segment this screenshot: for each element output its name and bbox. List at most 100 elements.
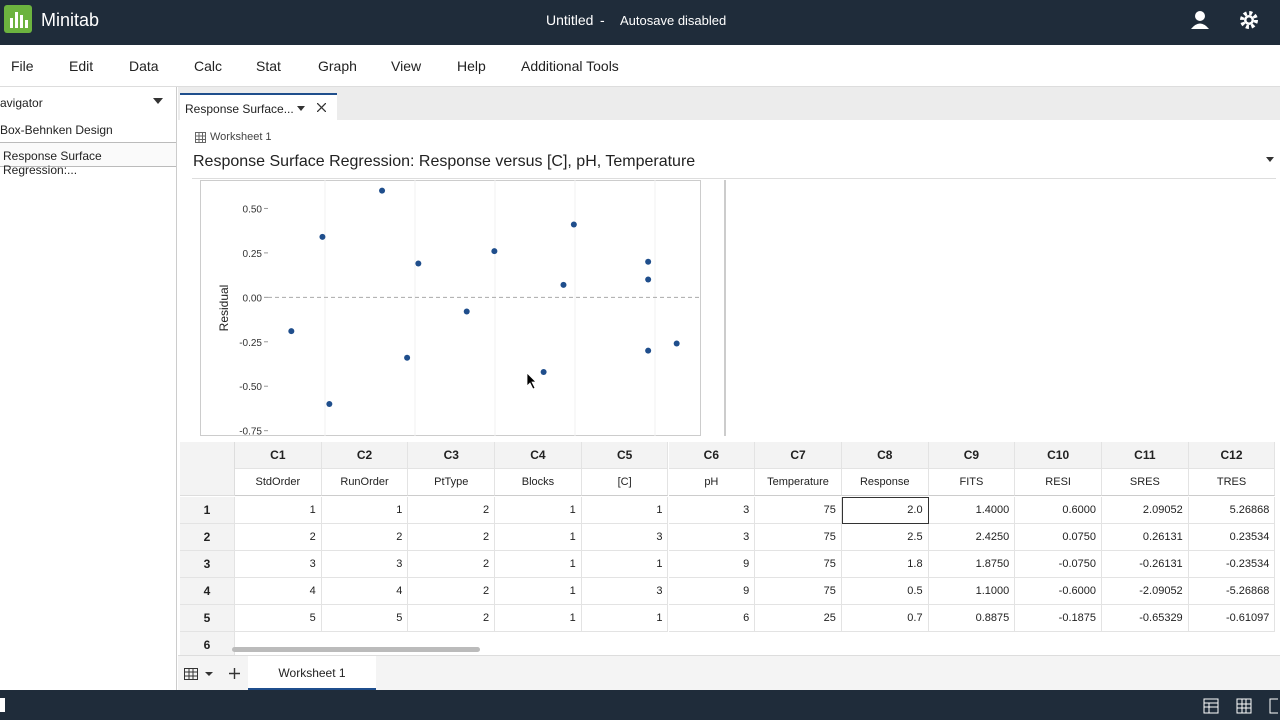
row-header[interactable]: 4 [180, 578, 235, 605]
column-name[interactable]: FITS [928, 469, 1016, 496]
table-cell[interactable]: 0.26131 [1102, 524, 1189, 551]
table-cell[interactable]: 1 [581, 605, 669, 632]
table-cell[interactable]: 1 [235, 497, 322, 524]
row-header[interactable]: 2 [180, 524, 235, 551]
navigator-item[interactable]: Response Surface Regression:... [3, 149, 102, 177]
table-cell[interactable]: 0.8875 [928, 605, 1016, 632]
column-header[interactable]: C9 [928, 442, 1016, 469]
table-cell[interactable]: 2 [408, 497, 496, 524]
horizontal-scrollbar[interactable] [232, 647, 480, 652]
table-cell[interactable]: 3 [581, 578, 669, 605]
menu-item[interactable]: Stat [256, 58, 281, 74]
tab-label[interactable]: Response Surface... [185, 102, 294, 116]
table-cell[interactable]: 3 [581, 524, 669, 551]
column-header[interactable]: C3 [408, 442, 496, 469]
table-cell[interactable]: -2.09052 [1102, 578, 1189, 605]
table-cell[interactable]: 1 [581, 551, 669, 578]
table-cell[interactable]: 75 [755, 524, 842, 551]
column-header[interactable]: C8 [841, 442, 929, 469]
table-cell[interactable]: 3 [321, 551, 409, 578]
column-name[interactable]: pH [668, 469, 756, 496]
column-name[interactable]: Temperature [755, 469, 842, 496]
table-cell[interactable]: 25 [755, 605, 842, 632]
column-header[interactable]: C4 [495, 442, 582, 469]
column-name[interactable]: TRES [1188, 469, 1276, 496]
table-cell[interactable]: -0.23534 [1188, 551, 1276, 578]
dropdown-icon[interactable] [153, 98, 163, 104]
table-cell[interactable]: 1.8 [841, 551, 929, 578]
table-cell[interactable]: 1 [495, 524, 582, 551]
table-cell[interactable]: -5.26868 [1188, 578, 1276, 605]
column-header[interactable]: C6 [668, 442, 756, 469]
column-name[interactable]: SRES [1102, 469, 1189, 496]
tab-close[interactable] [317, 103, 326, 112]
table-cell[interactable]: 1 [495, 497, 582, 524]
table-cell[interactable]: -0.1875 [1015, 605, 1102, 632]
column-name[interactable]: RESI [1015, 469, 1102, 496]
table-cell[interactable]: 1.4000 [928, 497, 1016, 524]
navigator-item-selected[interactable]: Response Surface Regression:... [0, 142, 176, 177]
table-cell[interactable]: 5.26868 [1188, 497, 1276, 524]
table-cell[interactable]: 9 [668, 578, 756, 605]
table-cell[interactable]: 1.8750 [928, 551, 1016, 578]
table-cell[interactable]: 0.6000 [1015, 497, 1102, 524]
table-cell[interactable]: 1 [495, 578, 582, 605]
menu-item[interactable]: Graph [318, 58, 357, 74]
menu-item[interactable]: Additional Tools [521, 58, 619, 74]
menu-item[interactable]: Calc [194, 58, 223, 74]
table-cell[interactable]: 2 [235, 524, 322, 551]
table-cell[interactable]: 2.09052 [1102, 497, 1189, 524]
table-cell[interactable]: 9 [668, 551, 756, 578]
table-cell[interactable]: 0.0750 [1015, 524, 1102, 551]
table-cell[interactable]: 6 [668, 605, 756, 632]
table-cell[interactable]: 4 [321, 578, 409, 605]
table-cell[interactable]: 75 [755, 551, 842, 578]
table-cell[interactable]: -0.65329 [1102, 605, 1189, 632]
menu-item[interactable]: Data [129, 58, 159, 74]
row-header[interactable]: 5 [180, 605, 235, 632]
menu-item[interactable]: View [391, 58, 422, 74]
table-cell[interactable]: -0.61097 [1188, 605, 1276, 632]
view-buttons[interactable] [1202, 698, 1278, 714]
add-sheet[interactable] [229, 668, 240, 679]
sheet-tab[interactable]: Worksheet 1 [248, 656, 376, 690]
column-name[interactable]: PtType [408, 469, 496, 496]
menu-item[interactable]: Help [457, 58, 486, 74]
table-cell[interactable]: 0.7 [841, 605, 929, 632]
collapse-icon[interactable] [1266, 157, 1274, 162]
column-header[interactable]: C2 [321, 442, 409, 469]
table-cell[interactable]: 1 [321, 497, 409, 524]
table-cell[interactable]: 3 [668, 497, 756, 524]
column-header[interactable]: C5 [581, 442, 669, 469]
table-cell[interactable]: -0.0750 [1015, 551, 1102, 578]
table-cell[interactable]: 4 [235, 578, 322, 605]
table-cell[interactable]: 75 [755, 497, 842, 524]
column-name[interactable]: Response [841, 469, 929, 496]
menu-item[interactable]: File [11, 58, 34, 74]
column-name[interactable]: [C] [581, 469, 669, 496]
table-cell[interactable]: 2 [408, 551, 496, 578]
table-cell[interactable]: 75 [755, 578, 842, 605]
table-cell[interactable]: 2.5 [841, 524, 929, 551]
table-cell[interactable]: 1 [495, 551, 582, 578]
column-header[interactable]: C11 [1102, 442, 1189, 469]
table-cell[interactable]: 2 [321, 524, 409, 551]
column-name[interactable]: StdOrder [235, 469, 322, 496]
sheet-menu[interactable] [184, 668, 214, 680]
settings-icon[interactable] [1239, 10, 1259, 30]
column-name[interactable]: RunOrder [321, 469, 409, 496]
menu-item[interactable]: Edit [69, 58, 94, 74]
column-header[interactable]: C7 [755, 442, 842, 469]
column-header[interactable]: C1 [235, 442, 322, 469]
table-cell[interactable]: 2 [408, 524, 496, 551]
row-header[interactable]: 3 [180, 551, 235, 578]
table-cell[interactable]: 2 [408, 578, 496, 605]
table-cell[interactable]: 2.4250 [928, 524, 1016, 551]
tab-menu[interactable] [297, 106, 305, 111]
table-cell[interactable]: 0.23534 [1188, 524, 1276, 551]
table-cell[interactable]: -0.6000 [1015, 578, 1102, 605]
table-cell[interactable]: 5 [321, 605, 409, 632]
column-header[interactable]: C10 [1015, 442, 1102, 469]
user-icon[interactable] [1190, 10, 1210, 30]
table-cell[interactable]: 2 [408, 605, 496, 632]
